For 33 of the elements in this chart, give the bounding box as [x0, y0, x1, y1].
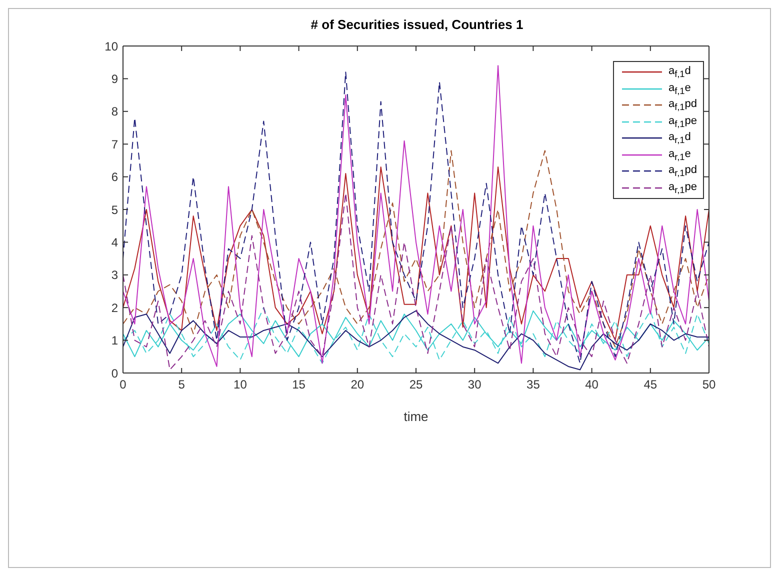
line-series [123, 310, 709, 358]
y-tick-label: 10 [104, 39, 118, 54]
y-tick-label: 2 [111, 300, 118, 315]
x-tick-label: 25 [409, 378, 423, 392]
legend-label: a$_{r,1}$d [668, 131, 691, 146]
legend-label: a$_{r,1}$e [668, 148, 691, 162]
y-tick-label: 7 [111, 137, 118, 152]
x-tick-label: 45 [644, 378, 658, 392]
line-series [123, 192, 709, 370]
y-tick-label: 9 [111, 72, 118, 86]
x-tick-label: 50 [702, 378, 716, 392]
legend-label: a$_{f,1}$e [668, 82, 691, 96]
legend-label: a$_{f,1}$pd [668, 98, 697, 112]
y-tick-label: 8 [111, 104, 118, 119]
y-tick-label: 3 [111, 268, 118, 282]
x-tick-label: 35 [526, 378, 540, 392]
x-tick-label: 40 [585, 378, 599, 392]
y-tick-label: 6 [111, 170, 118, 184]
legend-label: a$_{r,1}$pe [668, 180, 697, 195]
legend-label: a$_{r,1}$pd [668, 164, 697, 178]
x-tick-label: 10 [234, 378, 248, 392]
x-tick-label: 20 [350, 378, 364, 392]
y-tick-label: 4 [111, 235, 118, 250]
legend-label: a$_{f,1}$pe [668, 114, 697, 129]
y-tick-label: 5 [111, 202, 118, 217]
y-tick-label: 0 [111, 366, 118, 380]
legend-label: a$_{f,1}$d [668, 65, 691, 80]
x-tick-label: 30 [468, 378, 482, 392]
x-axis-title: time [404, 409, 428, 424]
y-tick-label: 1 [111, 334, 118, 348]
chart-title: # of Securities issued, Countries 1 [310, 17, 524, 32]
x-tick-label: 15 [292, 378, 306, 392]
x-tick-label: 5 [178, 378, 186, 392]
